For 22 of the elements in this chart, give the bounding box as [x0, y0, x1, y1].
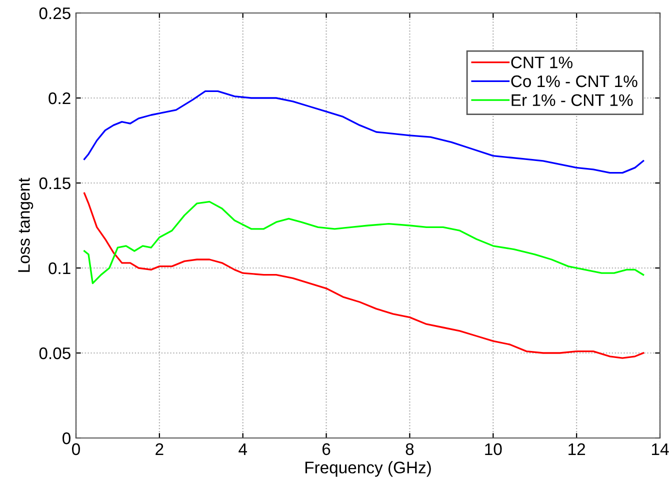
- x-tick-label: 2: [156, 443, 164, 455]
- y-tick-label: 0.15: [39, 177, 70, 190]
- y-tick-label: 0: [62, 432, 70, 444]
- legend-label: Er 1% - CNT 1%: [512, 94, 633, 106]
- legend-label: Co 1% - CNT 1%: [511, 75, 638, 88]
- y-tick-label: 0.25: [39, 7, 70, 20]
- legend-label: CNT 1%: [511, 56, 572, 68]
- x-tick-label: 12: [568, 443, 586, 455]
- x-axis-title: Frequency (GHz): [305, 461, 431, 477]
- y-axis-title: Loss tangent: [18, 178, 34, 272]
- y-tick-label: 0.2: [48, 92, 70, 104]
- x-tick-label: 14: [652, 443, 669, 455]
- x-tick-label: 4: [238, 443, 248, 455]
- x-tick-label: 10: [485, 443, 502, 456]
- y-tick-label: 0.05: [39, 347, 70, 360]
- line-series: [84, 90, 644, 174]
- line-series: [84, 192, 644, 359]
- x-tick-label: 0: [72, 443, 80, 456]
- x-tick-label: 8: [406, 443, 414, 456]
- y-tick-label: 0.1: [48, 262, 70, 274]
- line-series: [84, 200, 644, 284]
- x-tick-label: 6: [322, 443, 330, 456]
